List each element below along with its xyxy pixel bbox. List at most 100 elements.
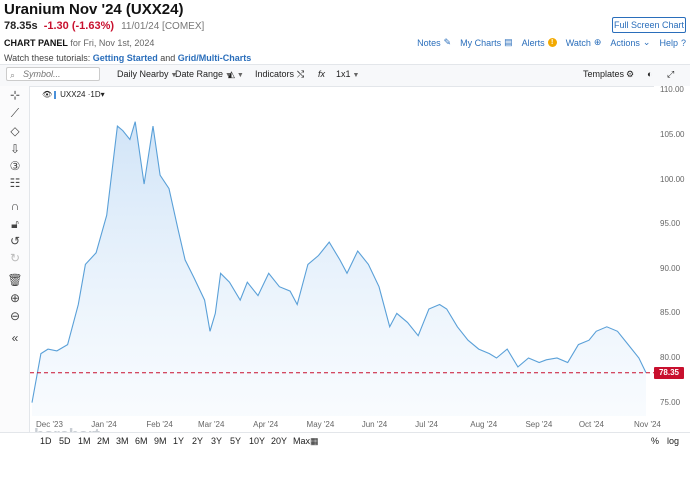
y-tick-label: 80.00 (660, 353, 681, 363)
trendline-tool-icon[interactable]: ⟋ (10, 106, 20, 120)
compare-icon[interactable]: ⤭ (297, 69, 305, 79)
interval-dropdown[interactable]: Daily Nearby ▼ (117, 69, 178, 79)
gear-icon[interactable]: ⚙ (626, 69, 635, 79)
y-tick-label: 75.00 (660, 397, 681, 407)
zoom-in-icon[interactable]: ⊕ (9, 291, 21, 305)
edit-icon: ✎ (443, 37, 452, 47)
actions-menu[interactable]: Actions ⌄ (610, 37, 651, 48)
series-swatch (54, 90, 57, 99)
undo-icon[interactable]: ↺ (9, 234, 21, 248)
timeframe-3y-button[interactable]: 3Y (211, 436, 223, 446)
calendar-icon[interactable]: ▦ (310, 436, 319, 446)
zoom-out-icon[interactable]: ⊖ (9, 309, 21, 323)
price-area (32, 121, 646, 416)
timeframe-6m-button[interactable]: 6M (135, 436, 148, 446)
chevron-down-icon: ▼ (352, 72, 360, 79)
chart-panel-label: CHART PANEL (4, 38, 68, 48)
timeframe-2m-button[interactable]: 2M (97, 436, 110, 446)
chart-icon: ▤ (504, 37, 513, 47)
x-tick-label: Jun '24 (361, 420, 388, 429)
search-icon: ⌕ (10, 70, 16, 80)
notes-link[interactable]: Notes ✎ (417, 37, 452, 48)
price-change: -1.30 (-1.63%) (43, 20, 115, 32)
date-range-dropdown[interactable]: Date Range ▼ (175, 69, 232, 79)
crosshair-tool-icon[interactable]: ⊹ (9, 88, 21, 102)
timeframe-9m-button[interactable]: 9M (154, 436, 167, 446)
chevron-down-icon: ▼ (170, 72, 178, 79)
y-tick-label: 110.00 (660, 85, 684, 95)
timeframe-3m-button[interactable]: 3M (116, 436, 129, 446)
timeframe-1d-button[interactable]: 1D (40, 436, 52, 446)
timeframe-1m-button[interactable]: 1M (78, 436, 91, 446)
fibonacci-tool-icon[interactable]: ☷ (9, 176, 21, 190)
x-tick-label: Jan '24 (91, 420, 117, 429)
help-link[interactable]: Help? (659, 37, 686, 48)
x-tick-label: Aug '24 (470, 420, 498, 429)
layout-dropdown[interactable]: 1x1 ▼ (336, 69, 360, 79)
percent-toggle[interactable]: % (651, 436, 660, 446)
collapse-sidebar-icon[interactable]: « (11, 331, 19, 345)
watch-link[interactable]: Watch ⊕ (565, 37, 602, 48)
full-screen-chart-button[interactable]: Full Screen Chart (612, 17, 686, 33)
function-icon[interactable]: fx (318, 69, 326, 79)
drawing-tools-sidebar (0, 86, 30, 446)
x-tick-label: Feb '24 (146, 420, 173, 429)
y-axis[interactable]: 110.00 105.00 100.00 95.00 90.00 85.00 80.00 75… (654, 85, 690, 446)
timeframe-bar (0, 432, 690, 453)
getting-started-link[interactable]: Getting Started (92, 53, 158, 63)
quote-meta: 11/01/24 [COMEX] (121, 21, 205, 32)
log-toggle[interactable]: log (667, 436, 680, 446)
panel-links: Notes ✎ My Charts ▤ Alerts! Watch ⊕ Actions… (417, 37, 686, 48)
timeframe-10y-button[interactable]: 10Y (249, 436, 266, 446)
series-label: UXX24 ·1D▾ (60, 90, 105, 99)
alerts-link[interactable]: Alerts! (522, 38, 557, 48)
x-tick-label: Nov '24 (634, 420, 661, 429)
chevron-down-icon: ▼ (236, 72, 244, 79)
timeframe-1y-button[interactable]: 1Y (173, 436, 185, 446)
templates-button[interactable]: Templates (583, 69, 625, 79)
x-tick-label: Jul '24 (415, 420, 438, 429)
chart-legend[interactable]: 👁︎ UXX24 ·1D▾ (42, 90, 105, 99)
chart-toolbar (0, 64, 690, 87)
price-line (31, 121, 647, 403)
y-tick-label: 105.00 (660, 130, 685, 140)
price-chart[interactable] (30, 86, 654, 446)
redo-icon[interactable]: ↻ (9, 251, 21, 265)
timeframe-max-button[interactable]: Max (293, 436, 311, 446)
chart-panel-heading: CHART PANEL for Fri, Nov 1st, 2024 (4, 38, 154, 48)
x-tick-label: Apr '24 (253, 420, 279, 429)
area-chart-icon: ◭ (228, 69, 235, 79)
chart-type-dropdown[interactable]: ◭ ▼ (228, 69, 244, 80)
y-tick-label: 90.00 (660, 263, 681, 273)
page-title: Uranium Nov '24 (UXX24) (4, 1, 184, 18)
eye-icon[interactable]: 👁︎ (42, 90, 53, 99)
trash-icon[interactable]: 🗑︎ (7, 273, 23, 287)
timeframe-5y-button[interactable]: 5Y (230, 436, 242, 446)
x-tick-label: May '24 (306, 420, 335, 429)
timeframe-20y-button[interactable]: 20Y (271, 436, 288, 446)
chart-panel-date: for Fri, Nov 1st, 2024 (70, 38, 155, 48)
number-tool-icon[interactable]: ③ (9, 159, 21, 173)
help-icon: ? (680, 37, 686, 48)
x-tick-label: Oct '24 (578, 420, 604, 429)
chevron-down-icon: ⌄ (642, 37, 651, 47)
expand-icon[interactable]: ⤢ (667, 69, 675, 79)
alert-icon: ! (547, 38, 557, 47)
last-price-tag: 78.35 (654, 366, 684, 379)
timeframe-5d-button[interactable]: 5D (59, 436, 71, 446)
magnet-icon[interactable]: ∩ (10, 199, 20, 213)
arrow-tool-icon[interactable]: ⇩ (9, 142, 21, 156)
shape-tool-icon[interactable]: ◇ (10, 124, 20, 138)
symbol-input[interactable] (6, 67, 100, 81)
lock-icon[interactable]: 🔓︎ (11, 217, 19, 231)
timeframe-2y-button[interactable]: 2Y (192, 436, 204, 446)
theme-icon[interactable]: ◐ (647, 69, 653, 79)
chevron-down-icon: ▼ (225, 72, 232, 79)
grid-multi-charts-link[interactable]: Grid/Multi-Charts (177, 53, 252, 63)
indicators-button[interactable]: Indicators (255, 69, 295, 79)
price-summary: 78.35s -1.30 (-1.63%) 11/01/24 [COMEX] (4, 20, 204, 32)
x-tick-label: Dec '23 (36, 420, 63, 429)
y-tick-label: 95.00 (660, 219, 681, 229)
add-icon: ⊕ (593, 37, 602, 47)
my-charts-link[interactable]: My Charts ▤ (460, 37, 513, 48)
